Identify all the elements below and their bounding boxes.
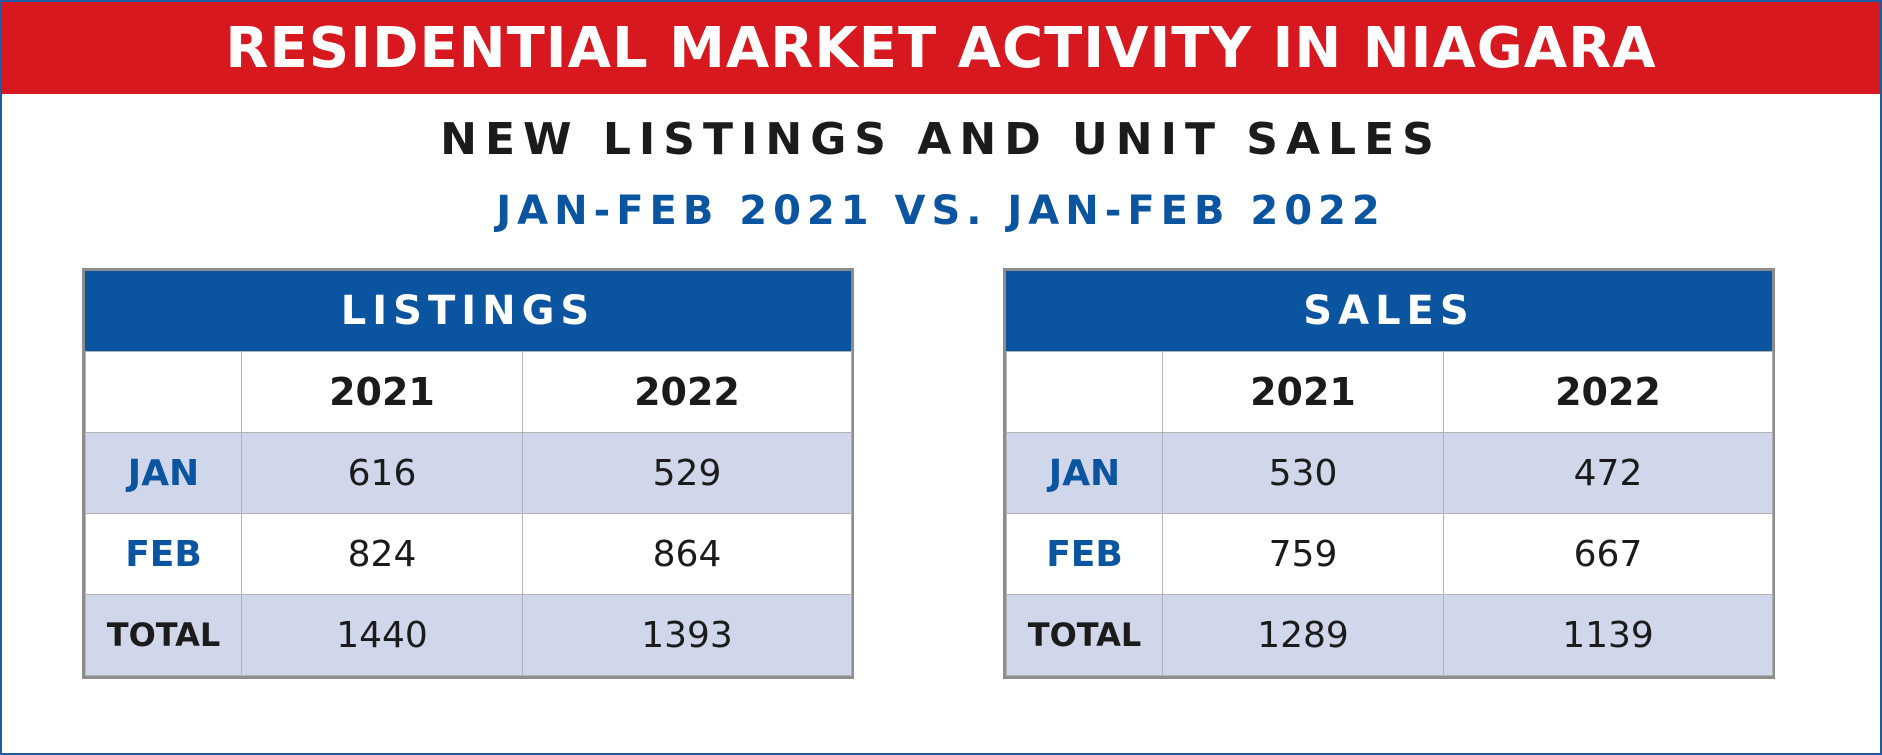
table-header-row: 2021 2022 bbox=[85, 351, 852, 433]
header-cell-empty bbox=[85, 351, 242, 433]
header-cell-empty bbox=[1006, 351, 1163, 433]
cell-value: 530 bbox=[1162, 432, 1444, 514]
row-label: FEB bbox=[85, 513, 242, 595]
sales-table: SALES 2021 2022 JAN 530 472 FEB 759 667 … bbox=[1003, 268, 1775, 679]
cell-value: 1393 bbox=[522, 594, 852, 676]
cell-value: 667 bbox=[1443, 513, 1773, 595]
row-label: TOTAL bbox=[85, 594, 242, 676]
cell-value: 759 bbox=[1162, 513, 1444, 595]
table-row-total: TOTAL 1440 1393 bbox=[85, 594, 852, 676]
period-subtitle: JAN-FEB 2021 VS. JAN-FEB 2022 bbox=[496, 188, 1386, 234]
header-cell-2021: 2021 bbox=[1162, 351, 1444, 433]
row-label: TOTAL bbox=[1006, 594, 1163, 676]
row-label: FEB bbox=[1006, 513, 1163, 595]
subtitle: NEW LISTINGS AND UNIT SALES bbox=[440, 114, 1442, 165]
table-row-feb: FEB 824 864 bbox=[85, 513, 852, 595]
sales-table-title: SALES bbox=[1006, 271, 1772, 351]
cell-value: 616 bbox=[241, 432, 523, 514]
cell-value: 824 bbox=[241, 513, 523, 595]
table-row-feb: FEB 759 667 bbox=[1006, 513, 1773, 595]
header-cell-2022: 2022 bbox=[1443, 351, 1773, 433]
cell-value: 1289 bbox=[1162, 594, 1444, 676]
cell-value: 529 bbox=[522, 432, 852, 514]
cell-value: 472 bbox=[1443, 432, 1773, 514]
header-cell-2022: 2022 bbox=[522, 351, 852, 433]
cell-value: 1440 bbox=[241, 594, 523, 676]
header-cell-2021: 2021 bbox=[241, 351, 523, 433]
page-title: RESIDENTIAL MARKET ACTIVITY IN NIAGARA bbox=[2, 2, 1880, 94]
table-header-row: 2021 2022 bbox=[1006, 351, 1773, 433]
cell-value: 1139 bbox=[1443, 594, 1773, 676]
row-label: JAN bbox=[1006, 432, 1163, 514]
row-label: JAN bbox=[85, 432, 242, 514]
table-row-jan: JAN 530 472 bbox=[1006, 432, 1773, 514]
table-row-total: TOTAL 1289 1139 bbox=[1006, 594, 1773, 676]
listings-table-title: LISTINGS bbox=[85, 271, 851, 351]
listings-table: LISTINGS 2021 2022 JAN 616 529 FEB 824 8… bbox=[82, 268, 854, 679]
table-row-jan: JAN 616 529 bbox=[85, 432, 852, 514]
cell-value: 864 bbox=[522, 513, 852, 595]
